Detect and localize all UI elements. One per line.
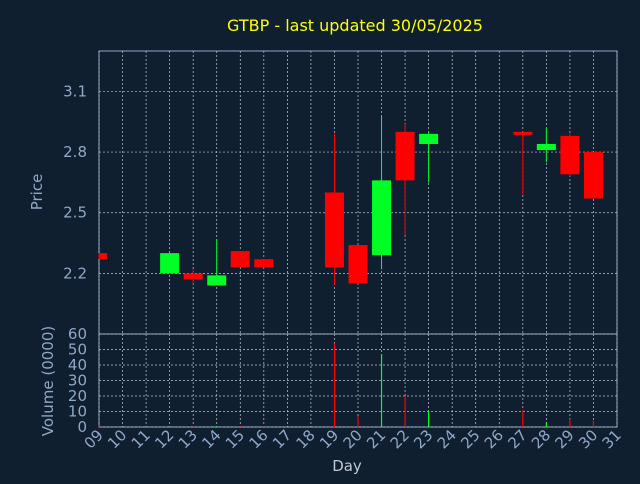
volume-bar xyxy=(239,426,241,427)
volume-tick-label: 0 xyxy=(77,418,87,436)
volume-bar xyxy=(404,396,406,427)
price-tick-label: 3.1 xyxy=(63,82,87,100)
volume-tick-label: 30 xyxy=(68,372,87,390)
volume-bar xyxy=(380,354,383,427)
x-tick-label: 10 xyxy=(104,426,130,452)
x-axis-ticks: 0910111213141516171819202122232425262728… xyxy=(81,426,625,452)
volume-bar xyxy=(98,426,100,427)
x-tick-label: 28 xyxy=(528,426,554,452)
volume-tick-label: 10 xyxy=(68,403,87,421)
chart-title: GTBP - last updated 30/05/2025 xyxy=(227,16,483,35)
x-tick-label: 26 xyxy=(481,426,507,452)
price-axis-label: Price xyxy=(28,174,46,211)
volume-bar xyxy=(333,343,336,427)
candle-body xyxy=(183,273,203,280)
x-tick-label: 23 xyxy=(410,426,436,452)
volume-tick-label: 50 xyxy=(68,341,87,359)
candle-body xyxy=(160,253,180,274)
x-tick-label: 25 xyxy=(457,426,483,452)
x-tick-label: 13 xyxy=(175,426,201,452)
volume-bar xyxy=(192,426,194,427)
candle-body xyxy=(207,275,227,286)
candle-body xyxy=(583,152,603,199)
volume-bar xyxy=(428,411,430,427)
x-tick-label: 14 xyxy=(198,426,224,452)
x-tick-label: 12 xyxy=(151,426,177,452)
x-tick-label: 29 xyxy=(552,426,578,452)
volume-bar xyxy=(592,420,595,427)
volume-axis-label: Volume (0000) xyxy=(39,326,57,436)
candle-body xyxy=(372,180,392,256)
candle-body xyxy=(230,251,250,268)
price-tick-label: 2.2 xyxy=(63,264,87,282)
volume-bar xyxy=(169,426,171,427)
x-tick-label: 19 xyxy=(316,426,342,452)
x-tick-label: 31 xyxy=(599,426,625,452)
candle-body xyxy=(395,131,415,181)
x-tick-label: 17 xyxy=(269,426,295,452)
volume-bar xyxy=(216,426,218,427)
x-tick-label: 20 xyxy=(340,426,366,452)
candle-body xyxy=(419,133,439,144)
x-tick-label: 18 xyxy=(293,426,319,452)
volume-tick-label: 60 xyxy=(68,325,87,343)
price-tick-label: 2.5 xyxy=(63,204,87,222)
x-tick-label: 15 xyxy=(222,426,248,452)
x-tick-label: 21 xyxy=(363,426,389,452)
price-tick-label: 2.8 xyxy=(63,143,87,161)
x-tick-label: 16 xyxy=(245,426,271,452)
candle-body xyxy=(324,192,344,268)
x-tick-label: 24 xyxy=(434,426,460,452)
candle-body xyxy=(560,135,580,175)
price-panel: 2.2 2.5 2.8 3.1 xyxy=(63,50,618,335)
volume-bar xyxy=(545,422,547,427)
volume-bar xyxy=(569,419,571,427)
candle-body xyxy=(254,259,274,268)
x-tick-label: 11 xyxy=(128,426,154,452)
candle-body xyxy=(513,131,533,135)
candle-body xyxy=(348,245,368,284)
volume-bar xyxy=(522,409,524,427)
x-tick-label: 30 xyxy=(575,426,601,452)
x-tick-label: 27 xyxy=(504,426,530,452)
volume-bar xyxy=(357,416,359,427)
candle-body xyxy=(99,253,107,260)
volume-tick-label: 20 xyxy=(68,387,87,405)
day-axis-label: Day xyxy=(332,457,362,475)
volume-bar xyxy=(263,426,265,427)
x-tick-label: 22 xyxy=(387,426,413,452)
candle-body xyxy=(536,143,556,151)
volume-tick-label: 40 xyxy=(68,356,87,374)
